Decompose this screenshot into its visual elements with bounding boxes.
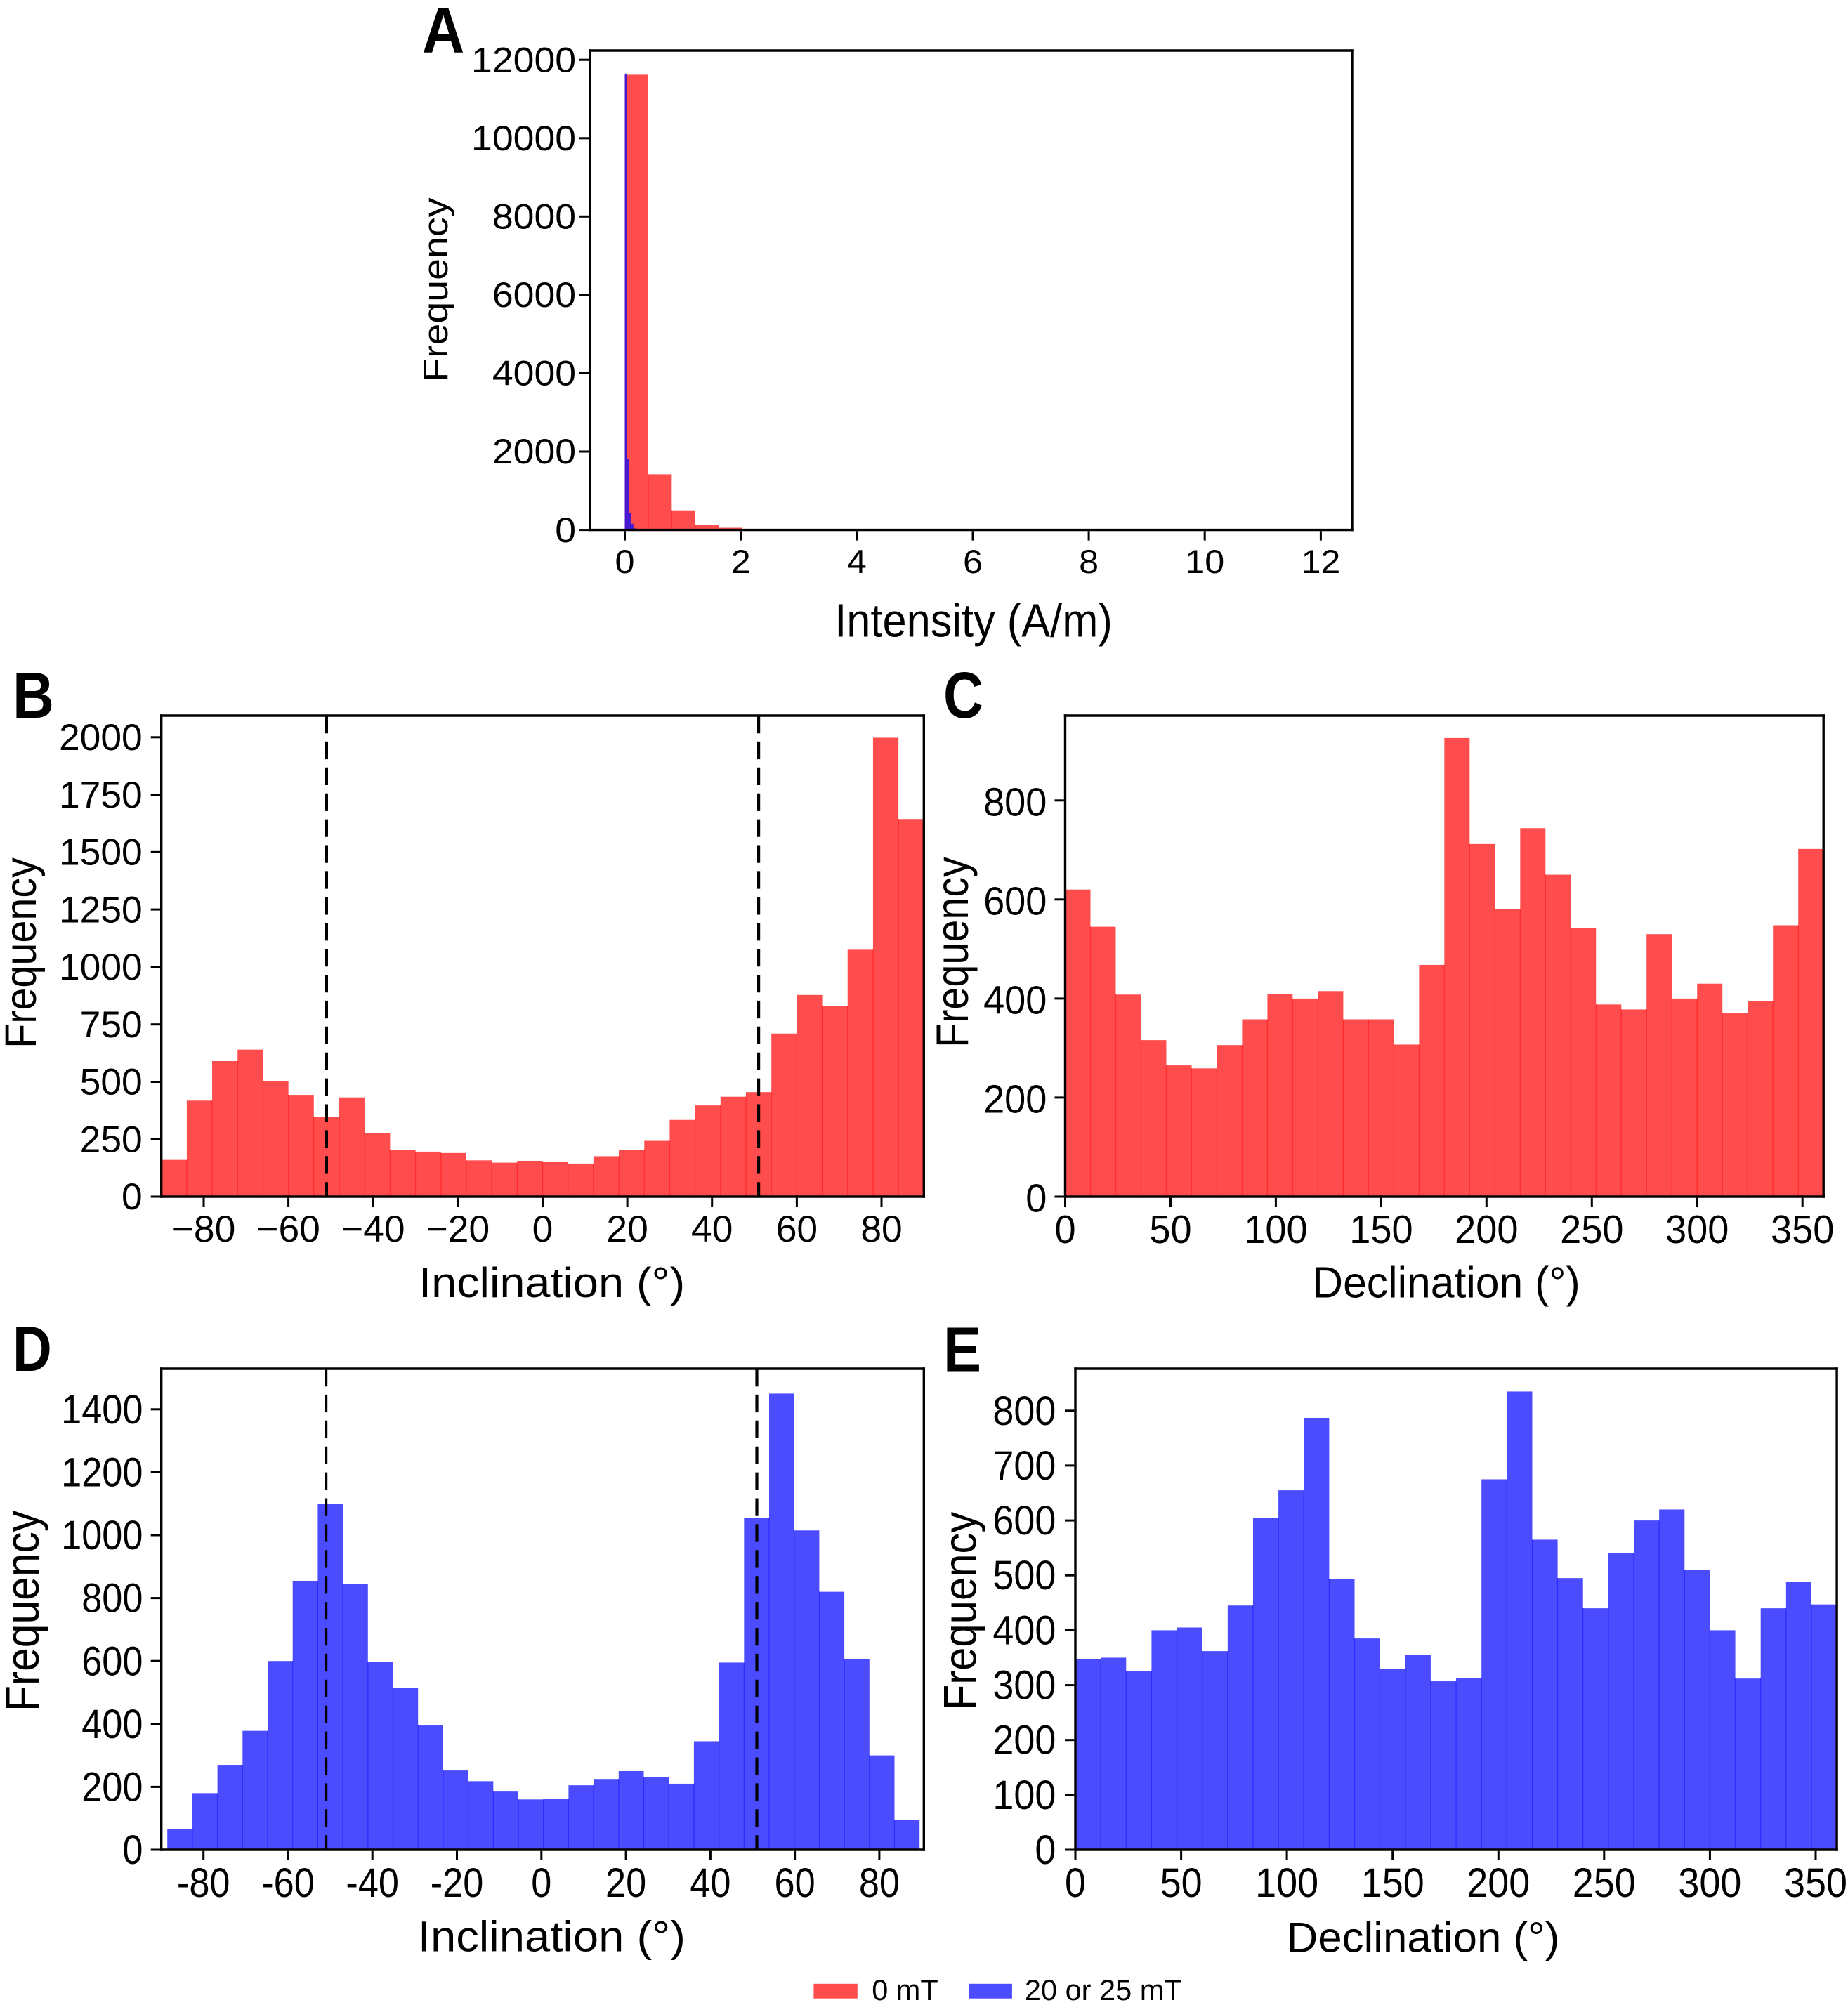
svg-text:1250: 1250: [59, 890, 143, 931]
svg-text:250: 250: [80, 1119, 143, 1161]
svg-text:12: 12: [1301, 544, 1340, 580]
svg-text:20: 20: [605, 1860, 646, 1905]
svg-text:400: 400: [983, 978, 1047, 1022]
svg-text:0: 0: [1054, 1207, 1075, 1251]
svg-text:100: 100: [992, 1772, 1056, 1817]
svg-text:600: 600: [992, 1497, 1056, 1543]
svg-text:40: 40: [691, 1209, 733, 1250]
svg-text:D: D: [13, 1313, 52, 1384]
svg-text:300: 300: [992, 1662, 1056, 1708]
svg-text:200: 200: [81, 1764, 143, 1810]
svg-text:4000: 4000: [492, 353, 576, 393]
svg-text:1200: 1200: [61, 1449, 143, 1495]
svg-text:150: 150: [1349, 1207, 1413, 1251]
svg-text:200: 200: [1455, 1207, 1518, 1251]
svg-text:−80: −80: [172, 1209, 236, 1250]
svg-text:−20: −20: [426, 1209, 490, 1250]
svg-text:800: 800: [983, 780, 1047, 824]
svg-text:100: 100: [1255, 1860, 1318, 1905]
svg-text:1000: 1000: [59, 947, 143, 988]
svg-text:10000: 10000: [471, 119, 576, 158]
svg-text:300: 300: [1678, 1860, 1741, 1905]
svg-text:-60: -60: [261, 1860, 315, 1905]
svg-text:4: 4: [847, 544, 867, 580]
svg-text:Inclination (°): Inclination (°): [419, 1259, 685, 1307]
svg-text:0 mT: 0 mT: [872, 1973, 938, 2006]
svg-text:800: 800: [992, 1388, 1056, 1433]
svg-text:2000: 2000: [59, 717, 143, 758]
svg-text:0: 0: [555, 510, 576, 549]
svg-text:60: 60: [776, 1209, 818, 1250]
svg-text:B: B: [13, 659, 54, 732]
svg-text:350: 350: [1771, 1207, 1834, 1251]
svg-text:−40: −40: [341, 1209, 405, 1250]
svg-text:-80: -80: [177, 1860, 230, 1905]
svg-text:0: 0: [615, 544, 635, 580]
svg-text:A: A: [422, 0, 464, 66]
svg-text:Frequency: Frequency: [927, 857, 978, 1048]
svg-text:40: 40: [690, 1860, 730, 1905]
svg-text:80: 80: [859, 1860, 900, 1905]
svg-text:500: 500: [992, 1552, 1056, 1598]
svg-text:Frequency: Frequency: [935, 1511, 986, 1710]
svg-text:0: 0: [531, 1860, 551, 1905]
svg-text:-40: -40: [346, 1860, 399, 1905]
svg-text:1500: 1500: [59, 832, 143, 874]
svg-text:1400: 1400: [61, 1386, 143, 1432]
svg-text:Frequency: Frequency: [417, 197, 455, 382]
svg-text:300: 300: [1665, 1207, 1729, 1251]
svg-text:150: 150: [1361, 1860, 1424, 1905]
svg-text:0: 0: [1025, 1176, 1047, 1220]
svg-text:0: 0: [1035, 1827, 1056, 1872]
svg-text:400: 400: [992, 1607, 1056, 1653]
svg-text:250: 250: [1573, 1860, 1636, 1905]
svg-text:8: 8: [1079, 544, 1099, 580]
svg-text:600: 600: [81, 1638, 143, 1684]
svg-text:6: 6: [963, 544, 983, 580]
svg-text:0: 0: [1065, 1860, 1086, 1905]
svg-text:Intensity (A/m): Intensity (A/m): [834, 594, 1113, 647]
svg-text:0: 0: [122, 1176, 143, 1218]
svg-text:8000: 8000: [492, 197, 576, 236]
svg-text:Frequency: Frequency: [0, 1511, 49, 1711]
svg-text:Declination (°): Declination (°): [1287, 1914, 1560, 1961]
svg-text:200: 200: [992, 1717, 1056, 1763]
svg-text:800: 800: [81, 1575, 143, 1621]
svg-text:12000: 12000: [471, 40, 576, 79]
svg-text:200: 200: [983, 1077, 1047, 1121]
svg-text:1000: 1000: [61, 1512, 143, 1558]
svg-text:Inclination (°): Inclination (°): [418, 1913, 686, 1961]
svg-text:−60: −60: [256, 1209, 320, 1250]
svg-text:10: 10: [1185, 544, 1224, 580]
svg-text:1750: 1750: [59, 775, 143, 816]
svg-text:0: 0: [532, 1209, 553, 1250]
svg-text:20: 20: [606, 1209, 648, 1250]
svg-text:100: 100: [1244, 1207, 1307, 1251]
svg-text:600: 600: [983, 879, 1047, 923]
svg-text:750: 750: [80, 1004, 143, 1046]
svg-text:E: E: [943, 1315, 981, 1386]
svg-text:Declination (°): Declination (°): [1312, 1258, 1580, 1308]
svg-text:60: 60: [775, 1860, 815, 1905]
svg-text:20 or 25 mT: 20 or 25 mT: [1025, 1973, 1182, 2006]
svg-text:500: 500: [80, 1062, 143, 1103]
svg-text:350: 350: [1784, 1860, 1847, 1905]
svg-text:0: 0: [122, 1827, 143, 1872]
svg-text:200: 200: [1467, 1860, 1530, 1905]
svg-text:Frequency: Frequency: [0, 857, 46, 1048]
svg-text:-20: -20: [431, 1860, 484, 1905]
svg-text:250: 250: [1560, 1207, 1623, 1251]
svg-text:700: 700: [992, 1442, 1056, 1488]
svg-text:50: 50: [1160, 1860, 1202, 1905]
svg-text:2: 2: [731, 544, 751, 580]
svg-text:400: 400: [81, 1701, 143, 1747]
svg-text:2000: 2000: [492, 432, 576, 471]
svg-text:6000: 6000: [492, 275, 576, 315]
svg-text:50: 50: [1149, 1207, 1191, 1251]
svg-text:C: C: [943, 659, 983, 732]
svg-text:80: 80: [860, 1209, 902, 1250]
